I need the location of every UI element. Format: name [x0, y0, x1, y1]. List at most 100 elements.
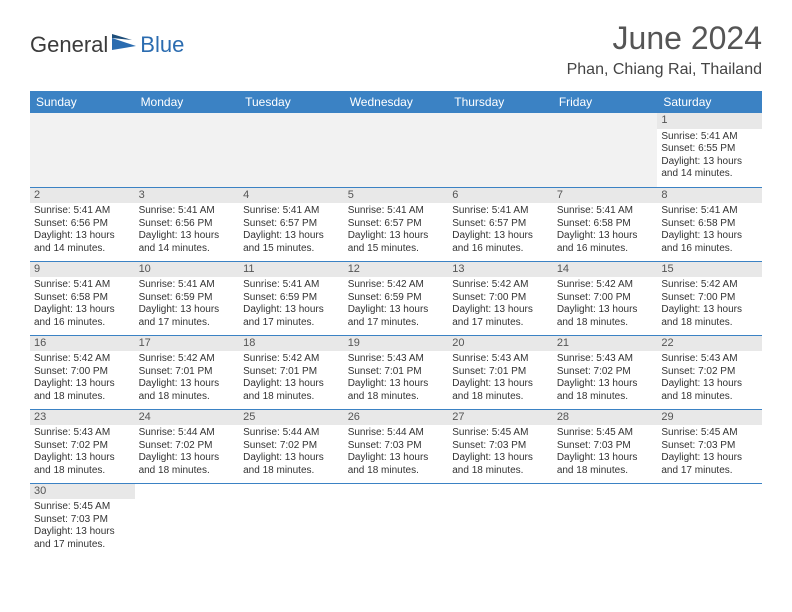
daylight-text: Daylight: 13 hours and 17 minutes.: [452, 304, 549, 329]
flag-icon: [112, 34, 138, 57]
sunset-text: Sunset: 6:59 PM: [139, 292, 236, 305]
day-details: Sunrise: 5:45 AMSunset: 7:03 PMDaylight:…: [657, 425, 762, 479]
daylight-text: Daylight: 13 hours and 18 minutes.: [557, 304, 654, 329]
day-details: Sunrise: 5:45 AMSunset: 7:03 PMDaylight:…: [30, 499, 135, 553]
sunset-text: Sunset: 6:57 PM: [243, 218, 340, 231]
day-number: 25: [239, 410, 344, 426]
calendar-cell: 13Sunrise: 5:42 AMSunset: 7:00 PMDayligh…: [448, 261, 553, 335]
weekday-header-row: Sunday Monday Tuesday Wednesday Thursday…: [30, 91, 762, 113]
day-number: 1: [657, 113, 762, 129]
calendar-cell: [30, 113, 135, 187]
calendar-cell: 12Sunrise: 5:42 AMSunset: 6:59 PMDayligh…: [344, 261, 449, 335]
calendar-cell: 1Sunrise: 5:41 AMSunset: 6:55 PMDaylight…: [657, 113, 762, 187]
calendar-cell: 23Sunrise: 5:43 AMSunset: 7:02 PMDayligh…: [30, 409, 135, 483]
day-details: Sunrise: 5:41 AMSunset: 6:57 PMDaylight:…: [239, 203, 344, 257]
calendar-cell: 8Sunrise: 5:41 AMSunset: 6:58 PMDaylight…: [657, 187, 762, 261]
sunset-text: Sunset: 7:03 PM: [34, 514, 131, 527]
day-details: Sunrise: 5:42 AMSunset: 6:59 PMDaylight:…: [344, 277, 449, 331]
daylight-text: Daylight: 13 hours and 15 minutes.: [348, 230, 445, 255]
day-details: Sunrise: 5:41 AMSunset: 6:58 PMDaylight:…: [657, 203, 762, 257]
weekday-monday: Monday: [135, 91, 240, 113]
daylight-text: Daylight: 13 hours and 16 minutes.: [452, 230, 549, 255]
sunset-text: Sunset: 7:03 PM: [557, 440, 654, 453]
calendar-cell: 30Sunrise: 5:45 AMSunset: 7:03 PMDayligh…: [30, 483, 135, 557]
sunrise-text: Sunrise: 5:43 AM: [661, 353, 758, 366]
day-number: 6: [448, 188, 553, 204]
sunset-text: Sunset: 6:58 PM: [34, 292, 131, 305]
sunset-text: Sunset: 7:00 PM: [661, 292, 758, 305]
calendar-week-row: 16Sunrise: 5:42 AMSunset: 7:00 PMDayligh…: [30, 335, 762, 409]
weekday-thursday: Thursday: [448, 91, 553, 113]
day-details: Sunrise: 5:44 AMSunset: 7:02 PMDaylight:…: [239, 425, 344, 479]
calendar-cell: [448, 483, 553, 557]
weekday-saturday: Saturday: [657, 91, 762, 113]
calendar-week-row: 2Sunrise: 5:41 AMSunset: 6:56 PMDaylight…: [30, 187, 762, 261]
day-number: 30: [30, 484, 135, 500]
calendar-cell: 24Sunrise: 5:44 AMSunset: 7:02 PMDayligh…: [135, 409, 240, 483]
daylight-text: Daylight: 13 hours and 14 minutes.: [34, 230, 131, 255]
calendar-cell: [553, 483, 658, 557]
sunset-text: Sunset: 6:55 PM: [661, 143, 758, 156]
daylight-text: Daylight: 13 hours and 18 minutes.: [34, 378, 131, 403]
daylight-text: Daylight: 13 hours and 18 minutes.: [348, 378, 445, 403]
daylight-text: Daylight: 13 hours and 17 minutes.: [139, 304, 236, 329]
sunset-text: Sunset: 6:56 PM: [139, 218, 236, 231]
calendar-cell: 17Sunrise: 5:42 AMSunset: 7:01 PMDayligh…: [135, 335, 240, 409]
daylight-text: Daylight: 13 hours and 14 minutes.: [139, 230, 236, 255]
logo-text-dark: General: [30, 32, 108, 58]
daylight-text: Daylight: 13 hours and 18 minutes.: [139, 378, 236, 403]
weekday-wednesday: Wednesday: [344, 91, 449, 113]
calendar-cell: 27Sunrise: 5:45 AMSunset: 7:03 PMDayligh…: [448, 409, 553, 483]
logo: General Blue: [30, 32, 184, 58]
day-details: Sunrise: 5:43 AMSunset: 7:02 PMDaylight:…: [657, 351, 762, 405]
daylight-text: Daylight: 13 hours and 15 minutes.: [243, 230, 340, 255]
day-number: 14: [553, 262, 658, 278]
sunset-text: Sunset: 6:59 PM: [243, 292, 340, 305]
sunrise-text: Sunrise: 5:43 AM: [452, 353, 549, 366]
day-details: Sunrise: 5:43 AMSunset: 7:02 PMDaylight:…: [30, 425, 135, 479]
calendar-week-row: 30Sunrise: 5:45 AMSunset: 7:03 PMDayligh…: [30, 483, 762, 557]
calendar-week-row: 1Sunrise: 5:41 AMSunset: 6:55 PMDaylight…: [30, 113, 762, 187]
sunrise-text: Sunrise: 5:42 AM: [661, 279, 758, 292]
calendar-cell: 26Sunrise: 5:44 AMSunset: 7:03 PMDayligh…: [344, 409, 449, 483]
sunrise-text: Sunrise: 5:42 AM: [348, 279, 445, 292]
calendar-cell: 25Sunrise: 5:44 AMSunset: 7:02 PMDayligh…: [239, 409, 344, 483]
sunrise-text: Sunrise: 5:45 AM: [557, 427, 654, 440]
day-number: 2: [30, 188, 135, 204]
title-block: June 2024 Phan, Chiang Rai, Thailand: [567, 20, 762, 79]
daylight-text: Daylight: 13 hours and 17 minutes.: [661, 452, 758, 477]
day-details: Sunrise: 5:45 AMSunset: 7:03 PMDaylight:…: [553, 425, 658, 479]
day-details: Sunrise: 5:41 AMSunset: 6:56 PMDaylight:…: [30, 203, 135, 257]
calendar-cell: 15Sunrise: 5:42 AMSunset: 7:00 PMDayligh…: [657, 261, 762, 335]
day-number: 28: [553, 410, 658, 426]
daylight-text: Daylight: 13 hours and 16 minutes.: [34, 304, 131, 329]
calendar-cell: 14Sunrise: 5:42 AMSunset: 7:00 PMDayligh…: [553, 261, 658, 335]
calendar-cell: 19Sunrise: 5:43 AMSunset: 7:01 PMDayligh…: [344, 335, 449, 409]
calendar-cell: 3Sunrise: 5:41 AMSunset: 6:56 PMDaylight…: [135, 187, 240, 261]
sunrise-text: Sunrise: 5:41 AM: [661, 131, 758, 144]
sunset-text: Sunset: 6:56 PM: [34, 218, 131, 231]
day-number: 9: [30, 262, 135, 278]
day-details: Sunrise: 5:41 AMSunset: 6:59 PMDaylight:…: [239, 277, 344, 331]
sunrise-text: Sunrise: 5:42 AM: [139, 353, 236, 366]
sunrise-text: Sunrise: 5:43 AM: [557, 353, 654, 366]
calendar-cell: [448, 113, 553, 187]
sunset-text: Sunset: 6:57 PM: [348, 218, 445, 231]
sunset-text: Sunset: 7:00 PM: [452, 292, 549, 305]
calendar-week-row: 9Sunrise: 5:41 AMSunset: 6:58 PMDaylight…: [30, 261, 762, 335]
month-title: June 2024: [567, 20, 762, 57]
day-details: Sunrise: 5:41 AMSunset: 6:58 PMDaylight:…: [553, 203, 658, 257]
sunrise-text: Sunrise: 5:42 AM: [34, 353, 131, 366]
sunrise-text: Sunrise: 5:45 AM: [34, 501, 131, 514]
calendar-cell: 11Sunrise: 5:41 AMSunset: 6:59 PMDayligh…: [239, 261, 344, 335]
day-number: 3: [135, 188, 240, 204]
sunrise-text: Sunrise: 5:41 AM: [348, 205, 445, 218]
calendar-cell: [239, 113, 344, 187]
logo-text-blue: Blue: [140, 32, 184, 58]
day-number: 7: [553, 188, 658, 204]
calendar-cell: 2Sunrise: 5:41 AMSunset: 6:56 PMDaylight…: [30, 187, 135, 261]
sunset-text: Sunset: 7:01 PM: [243, 366, 340, 379]
daylight-text: Daylight: 13 hours and 18 minutes.: [34, 452, 131, 477]
sunrise-text: Sunrise: 5:44 AM: [139, 427, 236, 440]
daylight-text: Daylight: 13 hours and 18 minutes.: [348, 452, 445, 477]
